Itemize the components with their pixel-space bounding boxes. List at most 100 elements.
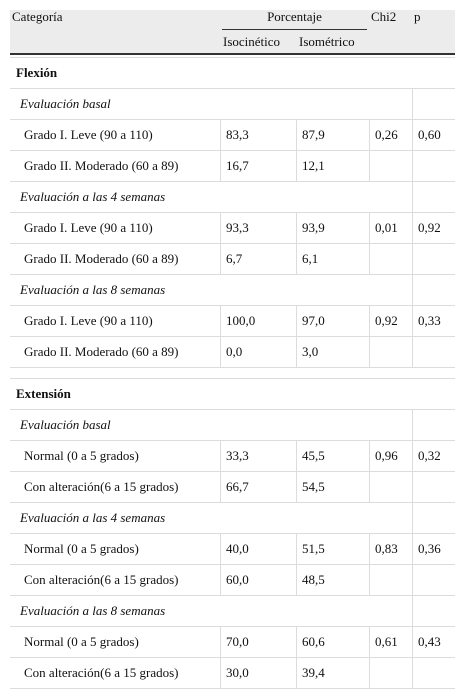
cell: 0,26 [375, 127, 398, 142]
col-border [412, 657, 413, 688]
col-border [369, 564, 370, 595]
row-border [10, 274, 455, 275]
group-title: Evaluación basal [20, 417, 111, 432]
cell: 0,36 [418, 541, 441, 556]
col-border [412, 212, 413, 243]
col-border [412, 305, 413, 336]
col-border [369, 305, 370, 336]
cell: 93,3 [226, 220, 249, 235]
cell: Grado II. Moderado (60 a 89) [24, 344, 179, 359]
row-border [10, 367, 455, 368]
col-border [220, 305, 221, 336]
row-border [10, 688, 455, 689]
cell: Normal (0 a 5 grados) [24, 541, 139, 556]
col-border [369, 212, 370, 243]
col-border [296, 440, 297, 471]
header-cell: Isométrico [299, 34, 355, 49]
col-border [412, 626, 413, 657]
col-border [369, 243, 370, 274]
cell: 48,5 [302, 572, 325, 587]
cell: 6,7 [226, 251, 243, 266]
col-border [369, 471, 370, 502]
cell: 3,0 [302, 344, 319, 359]
row-border [10, 181, 455, 182]
header-cell: Porcentaje [267, 9, 322, 24]
col-border [369, 336, 370, 367]
cell: 0,33 [418, 313, 441, 328]
col-border [296, 471, 297, 502]
col-border [412, 181, 413, 212]
header-cell: Isocinético [223, 34, 281, 49]
cell: 40,0 [226, 541, 249, 556]
cell: 0,32 [418, 448, 441, 463]
cell: Grado I. Leve (90 a 110) [24, 127, 153, 142]
col-border [296, 336, 297, 367]
cell: 0,60 [418, 127, 441, 142]
header-bg [10, 10, 455, 55]
col-border [220, 150, 221, 181]
col-border [220, 564, 221, 595]
cell: Grado II. Moderado (60 a 89) [24, 158, 179, 173]
group-title: Evaluación a las 4 semanas [20, 189, 166, 204]
header-rule [10, 53, 455, 55]
row-border [10, 440, 455, 441]
cell: 51,5 [302, 541, 325, 556]
header-cell: Categoría [12, 9, 63, 24]
cell: 0,92 [375, 313, 398, 328]
row-border [10, 243, 455, 244]
cell: 60,0 [226, 572, 249, 587]
cell: Normal (0 a 5 grados) [24, 448, 139, 463]
col-border [412, 243, 413, 274]
header-rule [222, 29, 367, 30]
col-border [220, 336, 221, 367]
cell: 0,43 [418, 634, 441, 649]
col-border [296, 533, 297, 564]
col-border [220, 119, 221, 150]
row-border [10, 657, 455, 658]
row-border [10, 378, 455, 379]
cell: 45,5 [302, 448, 325, 463]
col-border [369, 440, 370, 471]
col-border [412, 409, 413, 440]
cell: Con alteración(6 a 15 grados) [24, 479, 179, 494]
row-border [10, 533, 455, 534]
col-border [296, 564, 297, 595]
col-border [412, 119, 413, 150]
row-border [10, 471, 455, 472]
row-border [10, 564, 455, 565]
cell: 12,1 [302, 158, 325, 173]
cell: 0,83 [375, 541, 398, 556]
cell: 0,01 [375, 220, 398, 235]
group-title: Evaluación a las 4 semanas [20, 510, 166, 525]
row-border [10, 57, 455, 58]
cell: 87,9 [302, 127, 325, 142]
row-border [10, 595, 455, 596]
cell: 0,61 [375, 634, 398, 649]
col-border [220, 243, 221, 274]
col-border [369, 150, 370, 181]
col-border [220, 471, 221, 502]
cell: 83,3 [226, 127, 249, 142]
col-border [369, 657, 370, 688]
cell: 70,0 [226, 634, 249, 649]
header-cell: Chi2 [371, 9, 397, 24]
row-border [10, 305, 455, 306]
cell: 30,0 [226, 665, 249, 680]
group-title: Evaluación a las 8 semanas [20, 282, 166, 297]
col-border [412, 150, 413, 181]
section-title: Flexión [16, 65, 58, 80]
col-border [296, 212, 297, 243]
cell: Grado II. Moderado (60 a 89) [24, 251, 179, 266]
group-title: Evaluación basal [20, 96, 111, 111]
col-border [296, 626, 297, 657]
col-border [220, 440, 221, 471]
col-border [220, 533, 221, 564]
row-border [10, 626, 455, 627]
col-border [296, 150, 297, 181]
row-border [10, 88, 455, 89]
cell: 100,0 [226, 313, 256, 328]
col-border [220, 657, 221, 688]
row-border [10, 409, 455, 410]
col-border [220, 212, 221, 243]
